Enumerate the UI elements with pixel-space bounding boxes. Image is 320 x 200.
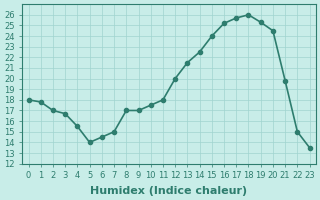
X-axis label: Humidex (Indice chaleur): Humidex (Indice chaleur) <box>91 186 248 196</box>
